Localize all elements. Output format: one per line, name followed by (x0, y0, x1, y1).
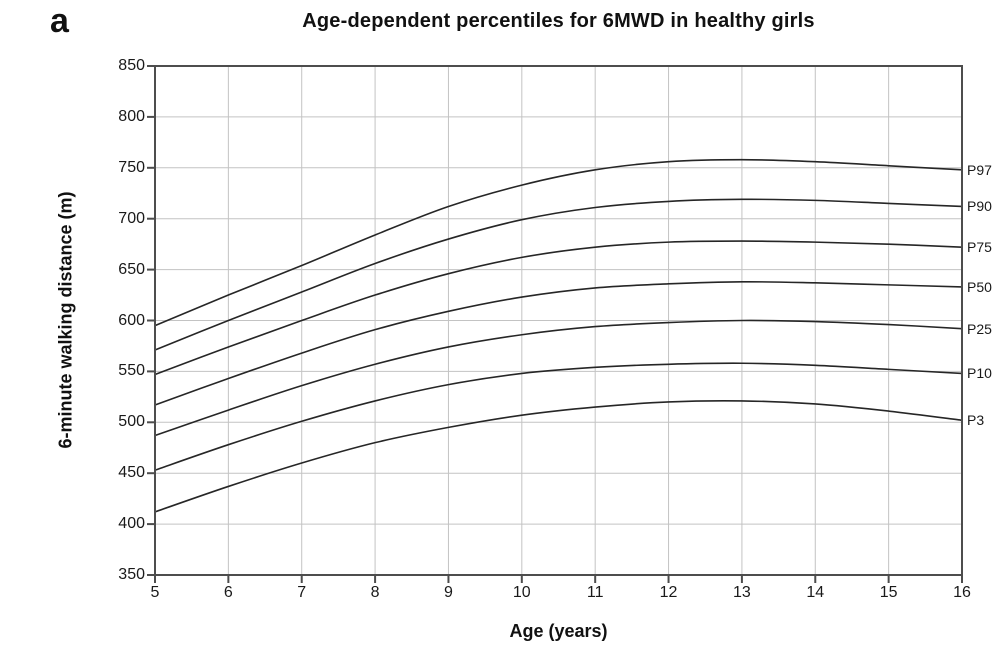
x-tick-label: 8 (370, 584, 380, 601)
curve-p90 (154, 198, 963, 351)
x-tick-label: 6 (223, 584, 233, 601)
y-tick-label: 500 (118, 413, 145, 431)
y-tick-label: 600 (118, 311, 145, 329)
curve-p25 (154, 319, 963, 437)
series-label-p97: P97 (967, 161, 992, 178)
x-tick-label: 14 (806, 584, 825, 601)
curve-p3 (154, 399, 963, 513)
x-tick-label: 16 (953, 584, 971, 601)
y-axis-title: 6-minute walking distance (m) (55, 191, 76, 449)
series-label-p75: P75 (967, 239, 992, 256)
panel-label: a (50, 2, 69, 40)
curve-p97 (154, 158, 963, 327)
y-tick-label: 650 (118, 260, 145, 278)
curve-p10 (154, 362, 963, 471)
percentile-curves (154, 158, 963, 513)
series-label-p90: P90 (967, 198, 992, 215)
x-tick-label: 7 (297, 584, 307, 601)
x-axis-title: Age (years) (509, 621, 608, 641)
series-label-p50: P50 (967, 278, 992, 295)
y-tick-label: 700 (118, 209, 145, 227)
y-tick-label: 400 (118, 515, 145, 533)
x-tick-label: 15 (879, 584, 898, 601)
series-label-p25: P25 (967, 320, 992, 337)
x-tick-label: 13 (733, 584, 751, 601)
x-tick-label: 9 (444, 584, 453, 601)
x-tick-label: 12 (659, 584, 678, 601)
y-tick-label: 550 (118, 362, 145, 380)
x-tick-label: 11 (586, 584, 604, 601)
series-label-p10: P10 (967, 365, 992, 382)
curve-p75 (154, 240, 963, 376)
y-tick-label: 850 (118, 57, 145, 74)
y-tick-label: 750 (118, 158, 145, 176)
gridlines (155, 66, 962, 575)
series-label-p3: P3 (967, 412, 985, 429)
y-tick-label: 450 (118, 464, 145, 482)
x-tick-label: 10 (512, 584, 531, 601)
x-tick-label: 5 (150, 584, 160, 601)
chart-title: Age-dependent percentiles for 6MWD in he… (302, 10, 815, 32)
axis-ticks (147, 65, 963, 583)
curve-p50 (154, 280, 963, 406)
y-tick-label: 800 (118, 107, 145, 125)
y-tick-label: 350 (118, 566, 145, 583)
